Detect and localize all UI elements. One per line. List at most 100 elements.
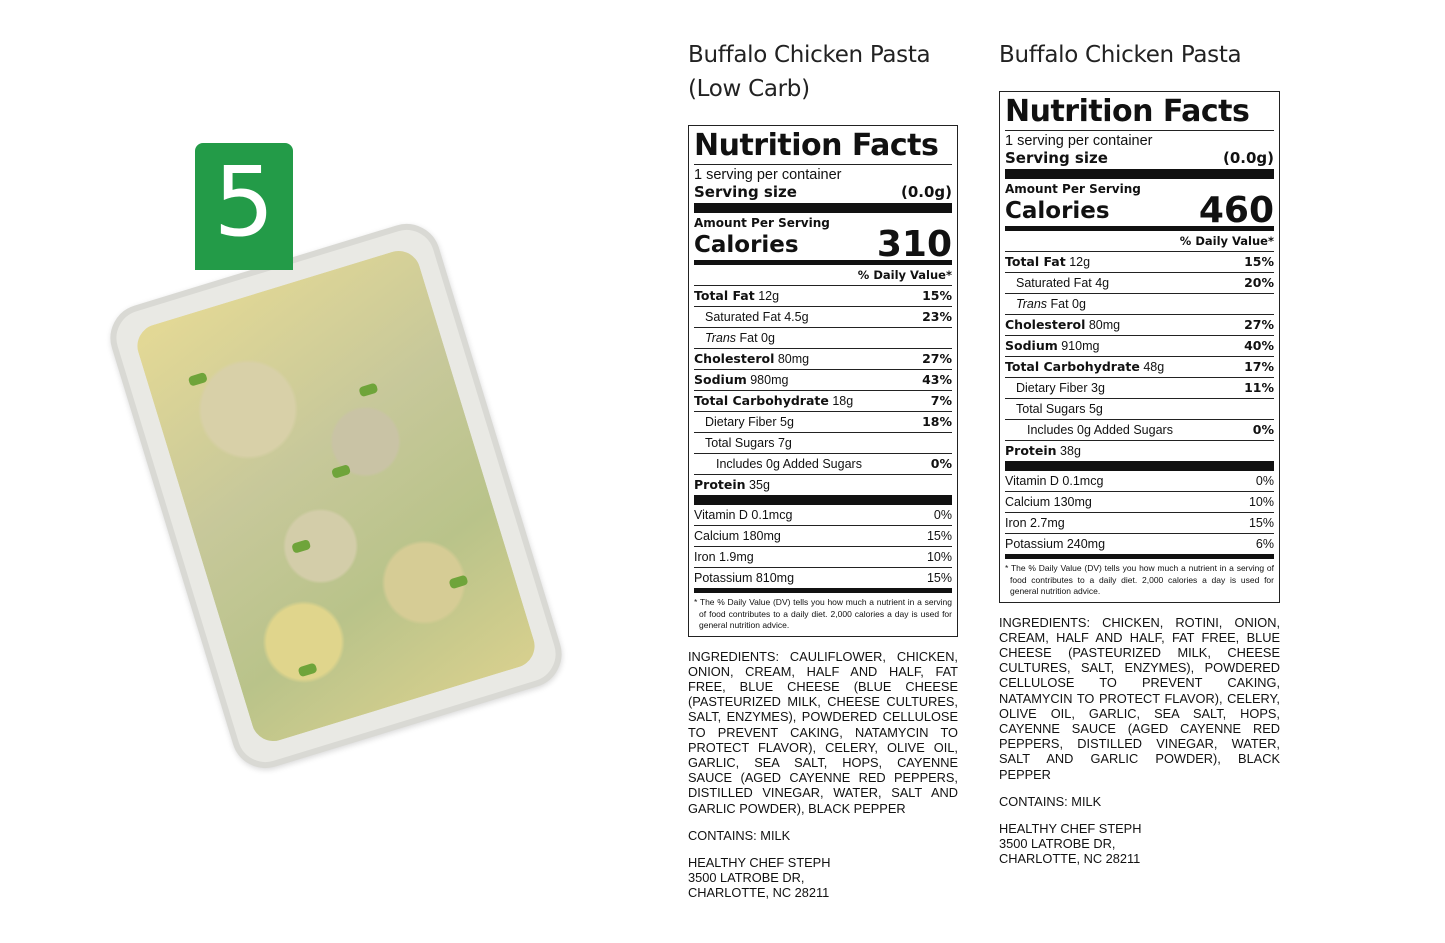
daily-value-percent: 27% <box>1244 317 1274 332</box>
ingredients-text: INGREDIENTS: CAULIFLOWER, CHICKEN, ONION… <box>688 648 958 816</box>
product-title: Buffalo Chicken Pasta (Low Carb) <box>688 38 958 106</box>
daily-value-header: % Daily Value* <box>1005 231 1274 252</box>
trans-label: Trans <box>705 331 737 345</box>
ingredients-text: INGREDIENTS: CHICKEN, ROTINI, ONION, CRE… <box>999 614 1280 782</box>
nutrition-facts-heading: Nutrition Facts <box>1005 94 1274 131</box>
vitamin-percent: 10% <box>926 550 952 564</box>
vitamin-row: Iron 1.9mg 10% <box>694 547 952 568</box>
nutrient-row: Dietary Fiber 5g 18% <box>694 412 952 433</box>
daily-value-percent: 0% <box>1252 422 1274 437</box>
vitamin-percent: 15% <box>1248 516 1274 530</box>
daily-value-percent: 40% <box>1244 338 1274 353</box>
nutrient-name: Sodium 910mg <box>1005 336 1099 356</box>
daily-value-percent: 17% <box>1244 359 1274 374</box>
daily-value-percent: 11% <box>1244 380 1274 395</box>
nutrient-row: Sodium 980mg 43% <box>694 370 952 391</box>
nutrient-label: Dietary Fiber <box>1016 381 1088 395</box>
nutrient-label: Cholesterol <box>1005 317 1086 332</box>
nutrient-name: Protein 35g <box>694 475 770 495</box>
daily-value-footnote: * The % Daily Value (DV) tells you how m… <box>1005 563 1274 596</box>
nutrient-amount: 910mg <box>1061 339 1100 353</box>
nutrient-label: Includes 0g Added Sugars <box>716 457 862 471</box>
vitamin-percent: 6% <box>1255 537 1274 551</box>
nutrient-row: Trans Fat 0g <box>694 328 952 349</box>
nutrient-name: Cholesterol 80mg <box>1005 315 1120 335</box>
calories-row: Calories 460 <box>1005 193 1274 231</box>
nutrient-label: Saturated Fat <box>705 310 781 324</box>
title-line-2: (Low Carb) <box>688 76 810 102</box>
title-line-1: Buffalo Chicken Pasta <box>999 42 1242 68</box>
daily-value-header: % Daily Value* <box>694 265 952 286</box>
nutrient-label: Sodium <box>1005 338 1058 353</box>
nutrient-name: Trans Fat 0g <box>1016 294 1086 314</box>
nutrient-row: Total Sugars 5g <box>1005 399 1274 420</box>
nutrient-amount: 38g <box>1060 444 1081 458</box>
amount-per-serving: Amount Per Serving <box>694 216 830 230</box>
nutrition-facts-heading: Nutrition Facts <box>694 128 952 165</box>
nutrient-row: Protein 35g <box>694 475 952 505</box>
manufacturer-address: HEALTHY CHEF STEPH 3500 LATROBE DR, CHAR… <box>688 854 831 900</box>
vitamin-percent: 15% <box>926 571 952 585</box>
nutrient-amount: 12g <box>758 289 780 303</box>
nutrient-label: Cholesterol <box>694 351 775 366</box>
nutrient-name: Includes 0g Added Sugars <box>1027 420 1173 440</box>
allergen-contains: CONTAINS: MILK <box>688 827 791 843</box>
calories-value: 310 <box>876 224 952 265</box>
label-regular: Buffalo Chicken Pasta Nutrition Facts 1 se… <box>999 38 1280 866</box>
nutrient-amount: 12g <box>1069 255 1091 269</box>
nutrient-name: Includes 0g Added Sugars <box>716 454 862 474</box>
nutrient-name: Saturated Fat 4g <box>1016 273 1109 293</box>
nutrient-label: Total Carbohydrate <box>1005 359 1140 374</box>
nutrient-label: Includes 0g Added Sugars <box>1027 423 1173 437</box>
nutrient-amount: 48g <box>1143 360 1165 374</box>
nutrient-row: Total Sugars 7g <box>694 433 952 454</box>
nutrient-label: Protein <box>694 477 746 492</box>
nutrient-name: Trans Fat 0g <box>705 328 775 348</box>
nutrient-name: Total Fat 12g <box>694 286 779 306</box>
nutrient-row: Saturated Fat 4g 20% <box>1005 273 1274 294</box>
nutrient-label: Total Fat <box>694 288 755 303</box>
vitamin-row: Vitamin D 0.1mcg 0% <box>1005 471 1274 492</box>
nutrient-name: Saturated Fat 4.5g <box>705 307 809 327</box>
servings-per-container: 1 serving per container <box>694 167 842 183</box>
nutrient-amount: 5g <box>1088 402 1103 416</box>
daily-value-percent: 0% <box>930 456 952 471</box>
daily-value-percent: 43% <box>922 372 952 387</box>
nutrient-amount: 35g <box>749 478 770 492</box>
nutrient-label: Dietary Fiber <box>705 415 777 429</box>
nutrient-row: Includes 0g Added Sugars 0% <box>1005 420 1274 441</box>
nutrient-label: Total Fat <box>1005 254 1066 269</box>
nutrient-amount: 7g <box>777 436 792 450</box>
daily-value-percent: 20% <box>1244 275 1274 290</box>
nutrient-name: Dietary Fiber 3g <box>1016 378 1105 398</box>
nutrient-name: Total Fat 12g <box>1005 252 1090 272</box>
vitamin-row: Potassium 810mg 15% <box>694 568 952 593</box>
vitamin-name: Iron 1.9mg <box>694 550 754 564</box>
vitamin-row: Potassium 240mg 6% <box>1005 534 1274 559</box>
nutrition-facts-panel: Nutrition Facts 1 serving per container Se… <box>999 91 1280 603</box>
trans-label: Trans <box>1016 297 1048 311</box>
nutrient-row: Total Carbohydrate 48g 17% <box>1005 357 1274 378</box>
daily-value-footnote: * The % Daily Value (DV) tells you how m… <box>694 597 952 630</box>
nutrient-label: Saturated Fat <box>1016 276 1092 290</box>
nutrient-label: Total Sugars <box>1016 402 1086 416</box>
allergen-contains: CONTAINS: MILK <box>999 793 1102 809</box>
nutrient-row: Protein 38g <box>1005 441 1274 471</box>
nutrient-name: Cholesterol 80mg <box>694 349 809 369</box>
vitamin-name: Calcium 130mg <box>1005 495 1092 509</box>
calories-row: Calories 310 <box>694 224 952 265</box>
vitamin-row: Iron 2.7mg 15% <box>1005 513 1274 534</box>
nutrient-row: Cholesterol 80mg 27% <box>1005 315 1274 336</box>
daily-value-percent: 7% <box>930 393 952 408</box>
nutrient-row: Total Fat 12g 15% <box>694 286 952 307</box>
vitamin-name: Potassium 810mg <box>694 571 795 585</box>
nutrient-row: Includes 0g Added Sugars 0% <box>694 454 952 475</box>
nutrient-row: Dietary Fiber 3g 11% <box>1005 378 1274 399</box>
nutrient-name: Sodium 980mg <box>694 370 788 390</box>
product-title: Buffalo Chicken Pasta <box>999 38 1280 72</box>
daily-value-percent: 15% <box>922 288 952 303</box>
nutrient-name: Total Carbohydrate 18g <box>694 391 853 411</box>
nutrient-amount: 18g <box>832 394 854 408</box>
nutrient-name: Total Carbohydrate 48g <box>1005 357 1164 377</box>
nutrient-row: Cholesterol 80mg 27% <box>694 349 952 370</box>
